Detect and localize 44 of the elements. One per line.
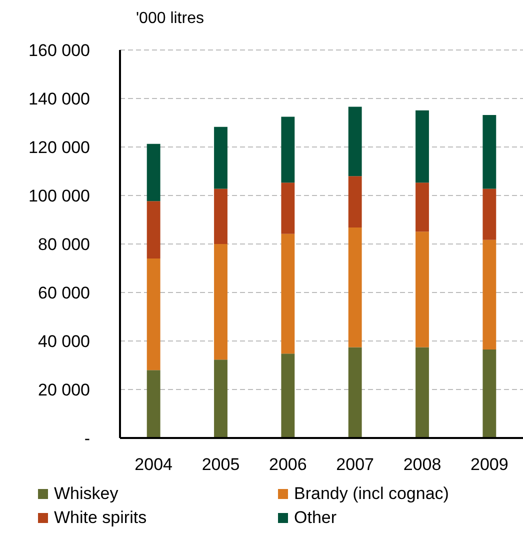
bar [348,347,362,438]
y-tick-label: 160 000 [28,41,90,60]
bar [348,228,362,348]
bar [281,116,295,183]
bar [416,110,429,183]
y-tick-label: 60 000 [38,284,90,303]
x-tick-label: 2004 [134,455,172,474]
y-tick-label: - [84,429,90,448]
bar [482,188,496,240]
y-tick-label: 140 000 [28,90,90,109]
legend-label: Other [294,508,337,528]
bar [214,126,228,189]
bar [146,370,160,438]
bar [416,232,429,348]
y-tick-label: 120 000 [28,138,90,158]
bar [281,234,295,354]
y-tick-label: 20 000 [38,380,90,400]
y-tick-label: 40 000 [38,332,90,352]
x-tick-label: 2005 [202,455,240,474]
bar [482,114,496,189]
y-axis-title: '000 litres [136,10,204,28]
y-tick-label: 80 000 [38,235,90,254]
x-tick-label: 2009 [470,455,508,474]
bar [416,182,429,232]
x-tick-label: 2007 [336,455,374,474]
bar [146,144,160,202]
bar [482,349,496,438]
y-tick-label: 100 000 [28,186,90,206]
legend-label: White spirits [54,508,147,528]
bar [214,360,228,438]
bar [416,347,429,438]
bar [146,201,160,259]
x-tick-label: 2008 [403,455,442,474]
bar [482,240,496,350]
bar [214,188,228,244]
bar [281,354,295,438]
legend-label: Brandy (incl cognac) [294,484,449,504]
x-tick-label: 2006 [269,455,307,474]
bar [281,182,295,234]
bar [214,244,228,360]
bar [348,176,362,228]
legend-label: Whiskey [54,484,118,504]
bar [348,106,362,176]
bar [146,258,160,370]
